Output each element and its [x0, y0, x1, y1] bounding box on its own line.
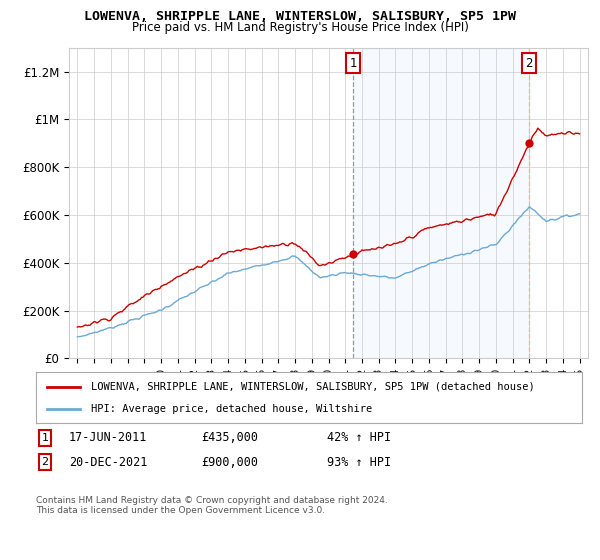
- Text: 2: 2: [41, 457, 49, 467]
- Text: LOWENVA, SHRIPPLE LANE, WINTERSLOW, SALISBURY, SP5 1PW (detached house): LOWENVA, SHRIPPLE LANE, WINTERSLOW, SALI…: [91, 381, 535, 391]
- Text: Price paid vs. HM Land Registry's House Price Index (HPI): Price paid vs. HM Land Registry's House …: [131, 21, 469, 34]
- Text: LOWENVA, SHRIPPLE LANE, WINTERSLOW, SALISBURY, SP5 1PW: LOWENVA, SHRIPPLE LANE, WINTERSLOW, SALI…: [84, 10, 516, 23]
- Text: 93% ↑ HPI: 93% ↑ HPI: [327, 455, 391, 469]
- Text: 1: 1: [41, 433, 49, 443]
- Text: £435,000: £435,000: [201, 431, 258, 445]
- Text: HPI: Average price, detached house, Wiltshire: HPI: Average price, detached house, Wilt…: [91, 404, 372, 414]
- Text: 17-JUN-2011: 17-JUN-2011: [69, 431, 148, 445]
- Bar: [353, 48, 529, 358]
- Text: £900,000: £900,000: [201, 455, 258, 469]
- Text: 42% ↑ HPI: 42% ↑ HPI: [327, 431, 391, 445]
- Text: 1: 1: [349, 57, 356, 69]
- Text: Contains HM Land Registry data © Crown copyright and database right 2024.
This d: Contains HM Land Registry data © Crown c…: [36, 496, 388, 515]
- Text: 2: 2: [525, 57, 533, 69]
- Text: 20-DEC-2021: 20-DEC-2021: [69, 455, 148, 469]
